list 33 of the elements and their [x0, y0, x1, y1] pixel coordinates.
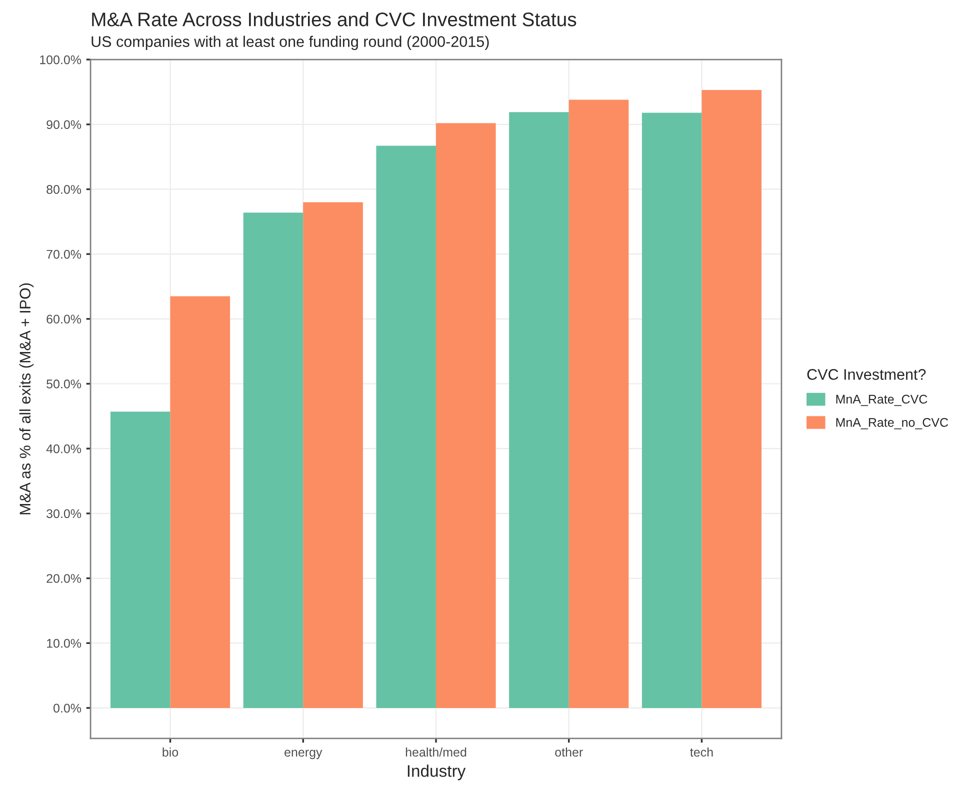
bar [568, 100, 629, 708]
y-tick-label: 0.0% [54, 704, 82, 713]
y-tick-label: 50.0% [46, 380, 82, 388]
y-axis-title: M&A as % of all exits (M&A + IPO) [19, 283, 34, 514]
x-axis-title: Industry [408, 764, 466, 780]
bar [509, 112, 569, 708]
legend-label: MnA_Rate_CVC [836, 394, 928, 406]
bar [170, 296, 230, 708]
y-tick-label: 100.0% [40, 55, 82, 64]
x-tick-label: tech [690, 747, 713, 757]
bar [376, 146, 436, 708]
x-tick-label: bio [162, 747, 178, 757]
y-tick-label: 10.0% [47, 638, 82, 648]
y-tick-label: 30.0% [46, 509, 82, 518]
y-tick-label: 90.0% [46, 120, 82, 130]
bar [702, 90, 762, 708]
x-tick-label: health/med [406, 747, 466, 757]
chart-title: M&A Rate Across Industries and CVC Investment Status [92, 12, 576, 26]
bar [303, 202, 363, 708]
x-tick-label: other [555, 747, 583, 757]
y-tick-label: 70.0% [46, 250, 82, 259]
legend-title: CVC Investment? [807, 369, 926, 380]
legend-label: MnA_Rate_no_CVC [836, 418, 948, 430]
chart-subtitle: US companies with at least one funding round (2000-2015) [92, 36, 489, 50]
y-tick-label: 60.0% [46, 314, 82, 324]
x-tick-label: energy [284, 750, 322, 760]
bar [642, 112, 702, 708]
y-tick-label: 80.0% [46, 185, 82, 194]
y-tick-label: 40.0% [46, 444, 82, 454]
y-tick-label: 20.0% [46, 574, 82, 583]
bar [243, 212, 304, 708]
bar [110, 412, 170, 708]
bar [436, 123, 496, 708]
